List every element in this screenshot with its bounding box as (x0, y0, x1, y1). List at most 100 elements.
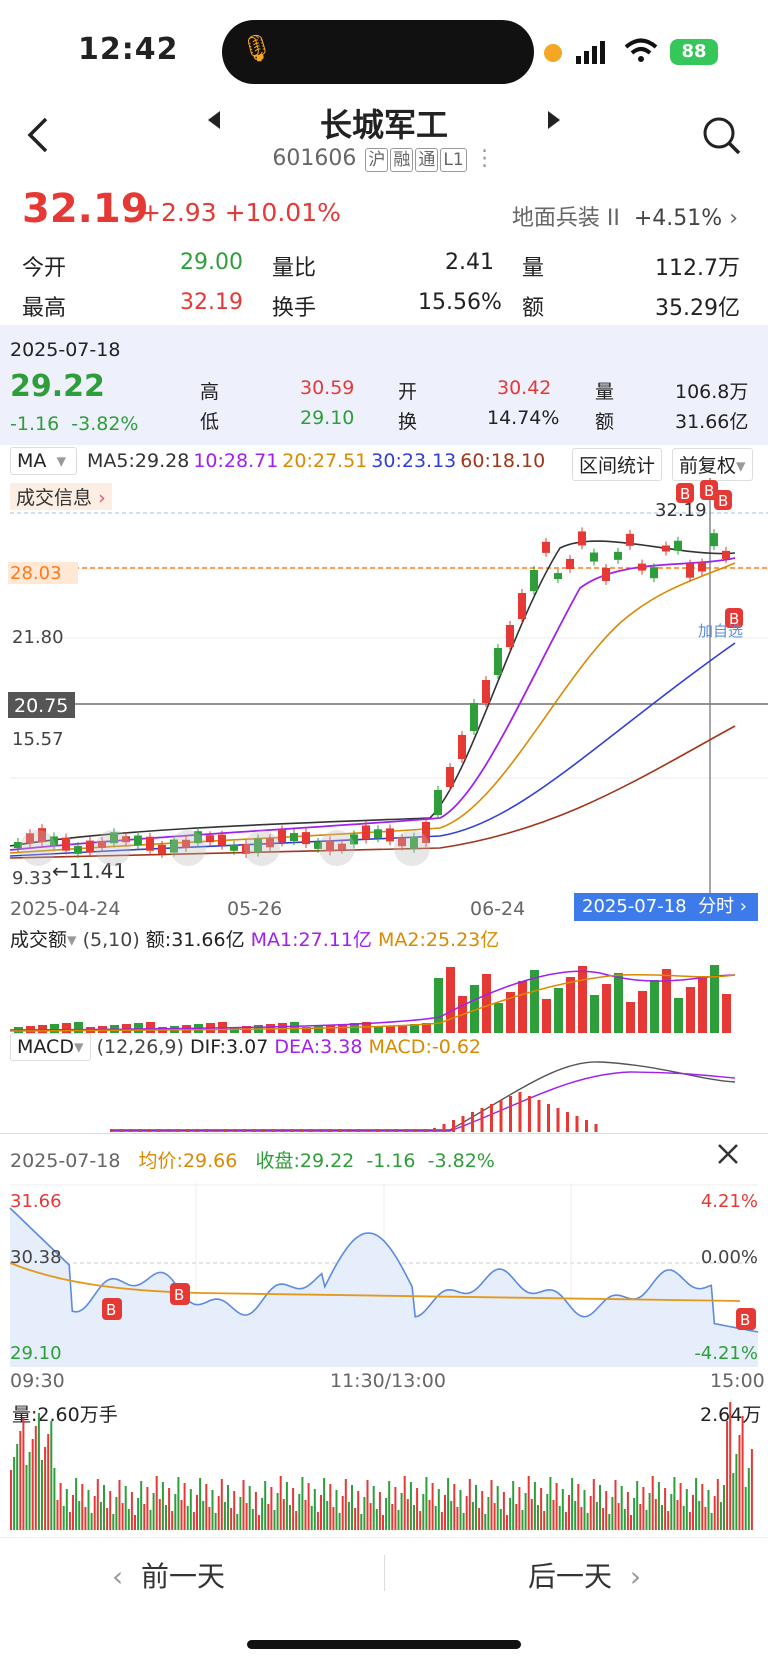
intraday-volume-bar (335, 1490, 338, 1530)
kline-chart[interactable]: 28.03 21.80 20.75 15.57 9.33 ←11.41 32.1… (0, 478, 768, 898)
intraday-volume-bar (409, 1482, 412, 1530)
candle (86, 840, 94, 853)
macd-bar (338, 1129, 341, 1132)
day-high: 30.59 (300, 377, 355, 399)
intraday-volume-bar (177, 1477, 180, 1530)
next-day-button[interactable]: 后一天 › (528, 1560, 642, 1593)
candle (110, 832, 118, 844)
candle (638, 563, 646, 571)
intraday-volume-bar (62, 1506, 65, 1530)
prev-day-button[interactable]: ‹ 前一天 (112, 1560, 226, 1593)
intraday-volume-bar (13, 1457, 16, 1530)
intraday-volume-bar (214, 1513, 217, 1530)
sector-link[interactable]: 地面兵装 II +4.51% › (511, 206, 738, 231)
selected-date-bar[interactable]: 2025-07-18 分时 › (574, 893, 758, 921)
intraday-volume-bar (614, 1480, 617, 1530)
macd-bar (404, 1129, 408, 1132)
intraday-volume-bar (267, 1504, 270, 1530)
day-change: -1.16 -3.82% (10, 413, 139, 435)
close-icon[interactable] (716, 1142, 740, 1170)
intraday-volume-bar (202, 1501, 205, 1530)
intraday-volume-bar (447, 1478, 450, 1530)
intraday-volume-bar (258, 1515, 260, 1530)
intraday-volume-bar (667, 1511, 670, 1530)
trade-info-button[interactable]: 成交信息 › (10, 483, 112, 510)
candle (698, 562, 706, 572)
macd-bar (252, 1129, 256, 1132)
ma5-value: MA5:29.28 (87, 450, 190, 472)
candle (626, 533, 634, 546)
intraday-volume-bar (611, 1497, 614, 1530)
volume-bar (554, 988, 563, 1033)
add-watch-label[interactable]: 加自选 (698, 622, 743, 640)
intraday-volume-bar (626, 1492, 629, 1530)
macd-bar (233, 1129, 237, 1132)
chevron-right-icon: › (629, 1560, 642, 1593)
fullscreen-icon[interactable] (394, 830, 430, 866)
volume-bar (326, 1025, 335, 1033)
intraday-volume-bar (719, 1502, 722, 1530)
svg-text:B: B (729, 610, 739, 628)
intraday-volume-bar (53, 1468, 56, 1530)
macd-bar (243, 1129, 246, 1132)
vol-value: 112.7万 (655, 256, 740, 281)
arrow-left-icon[interactable] (20, 830, 56, 866)
back-icon[interactable] (26, 115, 50, 159)
more-dots-icon[interactable]: ⋮ (473, 146, 496, 171)
intraday-volume-bar (84, 1507, 87, 1530)
volume-bar (350, 1023, 359, 1033)
zoom-in-icon[interactable] (95, 830, 131, 866)
intraday-volume-bar (608, 1514, 611, 1530)
wifi-icon (624, 38, 658, 68)
range-stats-button[interactable]: 区间统计 (572, 448, 663, 481)
intraday-volume-bar (403, 1476, 406, 1530)
candle (242, 843, 250, 854)
move-right-icon[interactable] (319, 830, 355, 866)
intraday-volume-bar (558, 1506, 561, 1530)
intraday-volume-bar (518, 1487, 521, 1530)
day-open-label: 开 (398, 381, 418, 403)
day-close: 29.22 (10, 369, 105, 404)
macd-select[interactable]: MACD▾ (10, 1033, 91, 1061)
intraday-volume-bar (422, 1494, 425, 1530)
intraday-volume-bar (90, 1513, 93, 1530)
intraday-volume-bar (323, 1478, 326, 1530)
ma-select[interactable]: MA ▾ (10, 447, 77, 475)
candle (410, 836, 418, 849)
zoom-out-icon[interactable] (170, 830, 206, 866)
adjust-select[interactable]: 前复权▾ (672, 448, 753, 481)
intraday-volume-bar (685, 1489, 688, 1530)
intraday-volume-bar (189, 1489, 192, 1530)
intraday-volume-bar (707, 1490, 710, 1530)
intraday-volume-bar (47, 1434, 50, 1530)
intraday-volume-bar (285, 1482, 288, 1530)
next-stock-icon[interactable] (546, 111, 560, 133)
candle (542, 541, 550, 553)
macd-legend: MACD▾ (12,26,9) DIF:3.07 DEA:3.38 MACD:-… (10, 1033, 481, 1061)
volume-bar (722, 994, 731, 1033)
intraday-volume-bar (72, 1495, 74, 1530)
intraday-volume-bar (431, 1483, 434, 1530)
intraday-volume-bar (453, 1484, 456, 1530)
volume-select[interactable]: 成交额 (10, 929, 68, 951)
candle (686, 563, 694, 578)
intraday-volume-bar (382, 1515, 384, 1530)
intraday-chart[interactable]: B B B 31.66 30.38 29.10 4.21% 0.00% -4.2… (0, 1183, 768, 1367)
intraday-volume-bar (437, 1489, 440, 1530)
prev-stock-icon[interactable] (208, 111, 222, 133)
macd-bar (195, 1129, 199, 1132)
intraday-volume-bar (397, 1510, 400, 1530)
x-label-mid: 05-26 (227, 898, 283, 920)
intraday-volume-bar (484, 1514, 487, 1530)
macd-bar (366, 1129, 370, 1132)
move-left-icon[interactable] (244, 830, 280, 866)
intraday-volume-bar (10, 1470, 12, 1530)
search-icon[interactable] (702, 116, 742, 160)
intraday-volume-bar (289, 1505, 291, 1530)
intraday-volume-bar (735, 1454, 738, 1530)
intraday-volume-bar (347, 1502, 350, 1530)
intraday-volume-bar (313, 1489, 316, 1530)
macd-bar (271, 1129, 275, 1132)
intraday-volume-bar (292, 1488, 295, 1530)
candle (254, 838, 262, 853)
